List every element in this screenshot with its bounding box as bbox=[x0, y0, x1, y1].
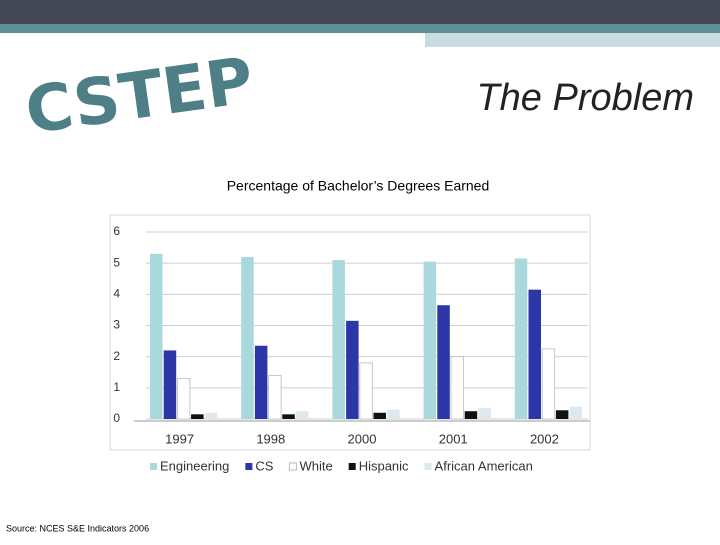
legend-swatch bbox=[245, 463, 253, 470]
legend-swatch bbox=[424, 463, 432, 470]
legend-label: Engineering bbox=[160, 458, 229, 473]
slide-title: The Problem bbox=[476, 77, 694, 119]
bar bbox=[437, 305, 450, 419]
legend-label: CS bbox=[255, 458, 273, 473]
top-band bbox=[0, 0, 720, 24]
y-tick-label: 0 bbox=[113, 411, 120, 425]
legend-label: African American bbox=[435, 458, 533, 473]
x-tick-label: 2001 bbox=[439, 431, 468, 446]
x-tick-label: 1998 bbox=[256, 431, 285, 446]
bar bbox=[163, 350, 177, 419]
y-tick-label: 3 bbox=[113, 318, 120, 332]
bar bbox=[569, 406, 583, 419]
legend-swatch bbox=[150, 463, 157, 470]
bar bbox=[268, 374, 282, 420]
legend-swatch bbox=[348, 463, 356, 470]
bar bbox=[528, 289, 541, 419]
bar bbox=[464, 411, 478, 419]
y-tick-label: 2 bbox=[113, 349, 120, 363]
bar bbox=[359, 362, 373, 420]
bar bbox=[176, 378, 191, 420]
legend-label: White bbox=[299, 458, 332, 473]
bar bbox=[150, 253, 163, 419]
x-tick-label: 2000 bbox=[348, 431, 377, 446]
bar bbox=[373, 412, 386, 419]
y-tick-label: 6 bbox=[113, 224, 120, 238]
chart-title: Percentage of Bachelor’s Degrees Earned bbox=[227, 178, 490, 194]
bar bbox=[387, 409, 400, 419]
y-tick-label: 5 bbox=[113, 255, 120, 269]
source: Source: NCES S&E Indicators 2006 bbox=[6, 523, 149, 533]
bar bbox=[282, 414, 295, 419]
bar bbox=[241, 256, 254, 419]
bar bbox=[204, 412, 218, 419]
legend-label: Hispanic bbox=[359, 458, 409, 473]
bar bbox=[514, 258, 528, 419]
bar bbox=[296, 411, 309, 419]
x-tick-label: 2002 bbox=[530, 431, 559, 446]
accent-band-light bbox=[425, 33, 720, 47]
plot-frame bbox=[109, 214, 591, 451]
bar bbox=[478, 408, 491, 419]
bar bbox=[450, 356, 464, 420]
bar bbox=[541, 348, 556, 420]
bar bbox=[346, 320, 359, 419]
accent-band bbox=[0, 24, 720, 33]
bar bbox=[254, 345, 268, 419]
logo: CSTEP bbox=[21, 44, 258, 149]
x-tick-label: 1997 bbox=[165, 431, 194, 446]
bar bbox=[423, 261, 437, 419]
legend-swatch bbox=[288, 462, 297, 471]
y-tick-label: 1 bbox=[113, 380, 120, 394]
bar bbox=[555, 410, 569, 419]
bar bbox=[191, 414, 204, 419]
bar bbox=[332, 260, 345, 419]
y-tick-label: 4 bbox=[113, 287, 120, 301]
